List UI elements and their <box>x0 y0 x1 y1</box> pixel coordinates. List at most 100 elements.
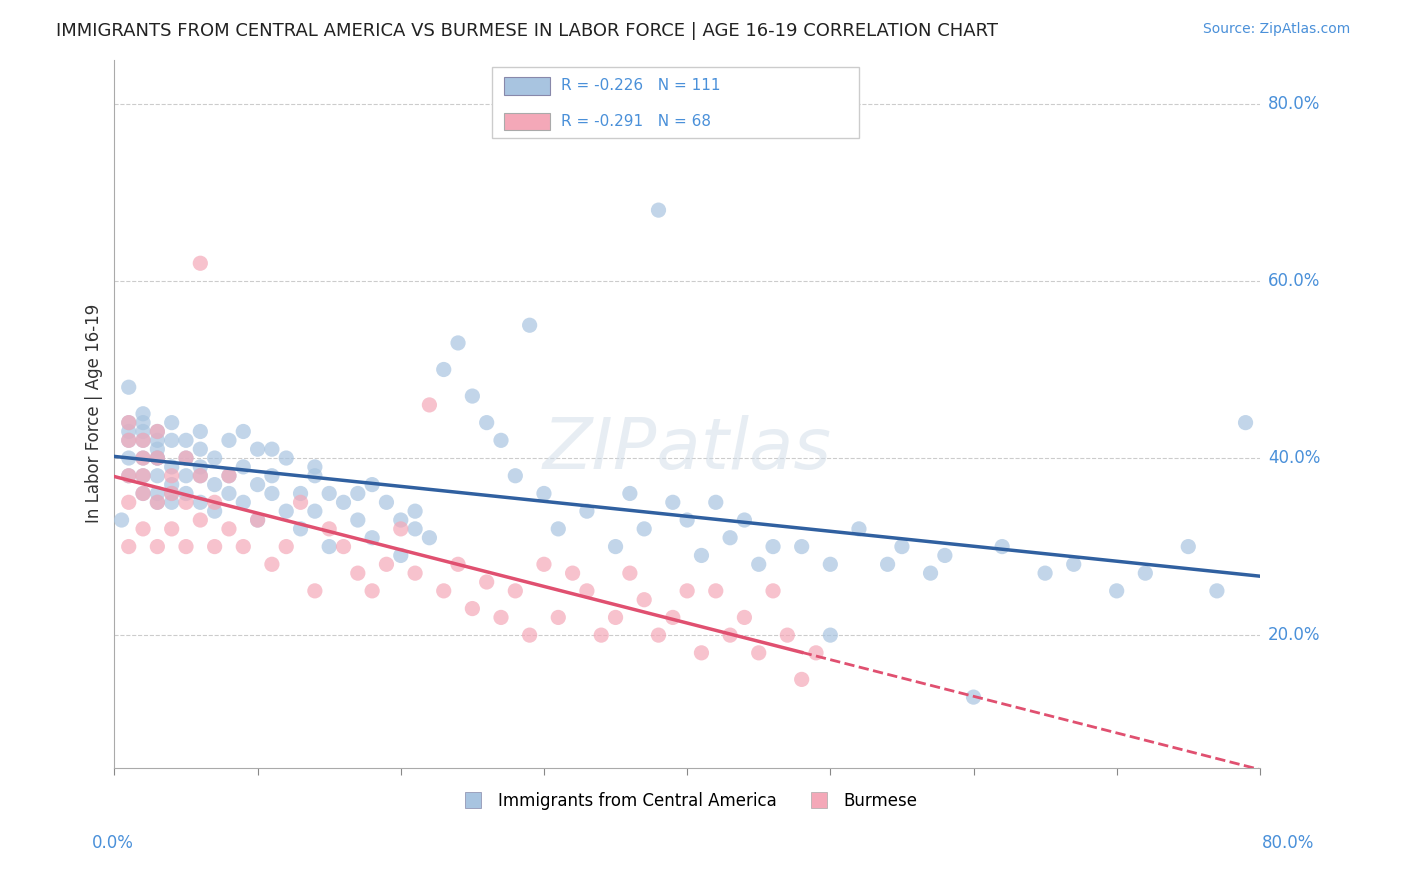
Point <box>433 362 456 376</box>
Point <box>160 495 183 509</box>
Point <box>662 610 685 624</box>
Point <box>160 434 183 448</box>
Point <box>146 495 169 509</box>
Point <box>404 504 426 518</box>
Point <box>218 468 240 483</box>
Point <box>489 434 512 448</box>
Text: IMMIGRANTS FROM CENTRAL AMERICA VS BURMESE IN LABOR FORCE | AGE 16-19 CORRELATIO: IMMIGRANTS FROM CENTRAL AMERICA VS BURME… <box>56 22 998 40</box>
Point <box>118 380 141 394</box>
Point <box>489 610 512 624</box>
Point <box>174 486 197 500</box>
Point <box>118 540 141 554</box>
Point <box>318 486 340 500</box>
Point <box>1206 583 1229 598</box>
Point <box>991 540 1014 554</box>
Point <box>146 451 169 466</box>
Point <box>662 495 685 509</box>
Point <box>146 451 169 466</box>
Point <box>218 468 240 483</box>
Legend: Immigrants from Central America, Burmese: Immigrants from Central America, Burmese <box>450 785 924 816</box>
Point <box>547 610 569 624</box>
Point <box>890 540 912 554</box>
Point <box>404 566 426 581</box>
Point <box>848 522 870 536</box>
Point <box>132 522 155 536</box>
Point <box>146 425 169 439</box>
Point <box>132 407 155 421</box>
Point <box>218 434 240 448</box>
Point <box>132 416 155 430</box>
Point <box>820 628 842 642</box>
Point <box>318 540 340 554</box>
Point <box>375 495 398 509</box>
Point <box>218 486 240 500</box>
Point <box>132 451 155 466</box>
Point <box>547 522 569 536</box>
Point <box>361 531 384 545</box>
Point <box>533 486 555 500</box>
Point <box>110 513 132 527</box>
Point <box>920 566 942 581</box>
Point <box>447 335 470 350</box>
Point <box>1135 566 1157 581</box>
Point <box>733 610 755 624</box>
Point <box>118 468 141 483</box>
Point <box>704 583 727 598</box>
Point <box>188 468 211 483</box>
Text: ZIPatlas: ZIPatlas <box>543 415 831 483</box>
Point <box>146 434 169 448</box>
Point <box>132 434 155 448</box>
Point <box>605 610 627 624</box>
Point <box>748 646 770 660</box>
Point <box>619 566 641 581</box>
Point <box>246 477 269 491</box>
Point <box>146 442 169 457</box>
Point <box>146 540 169 554</box>
Point <box>188 459 211 474</box>
Point <box>447 558 470 572</box>
Y-axis label: In Labor Force | Age 16-19: In Labor Force | Age 16-19 <box>86 304 103 524</box>
Point <box>260 468 283 483</box>
Point <box>174 540 197 554</box>
Point <box>160 459 183 474</box>
Point <box>118 434 141 448</box>
Point <box>346 566 368 581</box>
Point <box>790 540 813 554</box>
Point <box>733 513 755 527</box>
Point <box>188 256 211 270</box>
Point <box>647 628 669 642</box>
Point <box>561 566 583 581</box>
Point <box>820 558 842 572</box>
Point <box>633 522 655 536</box>
Point <box>160 468 183 483</box>
Bar <box>503 78 550 95</box>
Point <box>591 628 613 642</box>
Point <box>619 486 641 500</box>
Text: 20.0%: 20.0% <box>1268 626 1320 644</box>
Point <box>690 549 713 563</box>
Point <box>505 468 527 483</box>
Point <box>790 673 813 687</box>
Point <box>290 522 312 536</box>
Point <box>1033 566 1056 581</box>
Point <box>475 574 498 589</box>
Point <box>174 495 197 509</box>
Point <box>132 468 155 483</box>
Point <box>132 486 155 500</box>
Point <box>188 468 211 483</box>
Point <box>218 522 240 536</box>
Point <box>290 486 312 500</box>
Point <box>418 531 440 545</box>
Point <box>346 486 368 500</box>
Point <box>174 434 197 448</box>
Point <box>160 486 183 500</box>
Point <box>204 540 226 554</box>
Point <box>361 583 384 598</box>
Point <box>276 540 298 554</box>
Point <box>132 425 155 439</box>
Point <box>690 646 713 660</box>
Point <box>232 459 254 474</box>
Point <box>718 628 741 642</box>
Point <box>132 486 155 500</box>
Point <box>505 583 527 598</box>
